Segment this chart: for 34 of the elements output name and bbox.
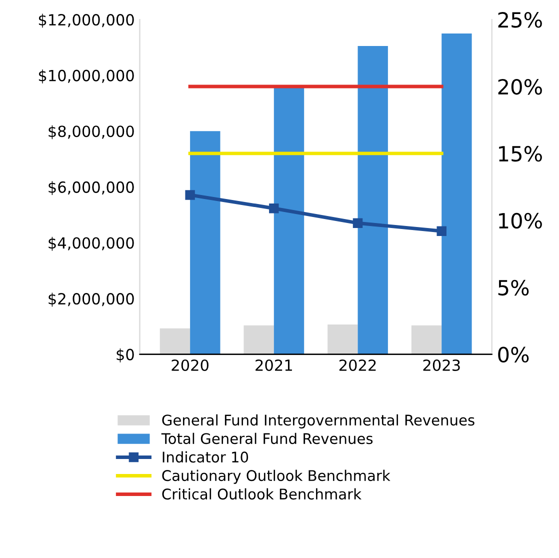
y2-tick-label: 0% — [498, 346, 529, 363]
y2-tick-label: 25% — [498, 12, 542, 28]
y2-tick-label: 5% — [498, 280, 529, 296]
bar — [190, 131, 220, 354]
bar — [328, 324, 358, 354]
point — [436, 226, 446, 236]
bar — [274, 88, 304, 354]
bar — [442, 33, 472, 354]
legend-label: Indicator 10 — [162, 451, 248, 463]
x-tick-label: 2023 — [423, 359, 460, 372]
legend-label: General Fund Intergovernmental Revenues — [162, 414, 474, 428]
bar — [244, 325, 274, 354]
bar — [160, 328, 190, 354]
point — [269, 203, 279, 214]
x-tick-label: 2020 — [172, 359, 208, 372]
y2-tick-label: 10% — [499, 212, 542, 229]
legend-label: Critical Outlook Benchmark — [162, 488, 362, 500]
x-tick-label: 2021 — [256, 359, 292, 372]
bar — [358, 46, 388, 354]
bar — [411, 325, 442, 354]
point — [185, 190, 195, 200]
y2-tick-label: 20% — [498, 78, 542, 95]
y-tick-label: $12,000,000 — [38, 14, 134, 28]
legend-label: Cautionary Outlook Benchmark — [162, 470, 390, 484]
x-tick-label: 2022 — [339, 359, 376, 372]
point — [352, 218, 363, 228]
y-tick-label: $10,000,000 — [38, 70, 134, 84]
y-tick-label: $0 — [116, 348, 134, 362]
y-tick-label: $2,000,000 — [48, 292, 134, 307]
legend-label: Total General Fund Revenues — [161, 432, 373, 444]
y-tick-label: $8,000,000 — [48, 125, 134, 140]
y-tick-label: $4,000,000 — [48, 236, 134, 251]
y2-tick-label: 15% — [499, 146, 542, 162]
y-tick-label: $6,000,000 — [48, 181, 134, 195]
